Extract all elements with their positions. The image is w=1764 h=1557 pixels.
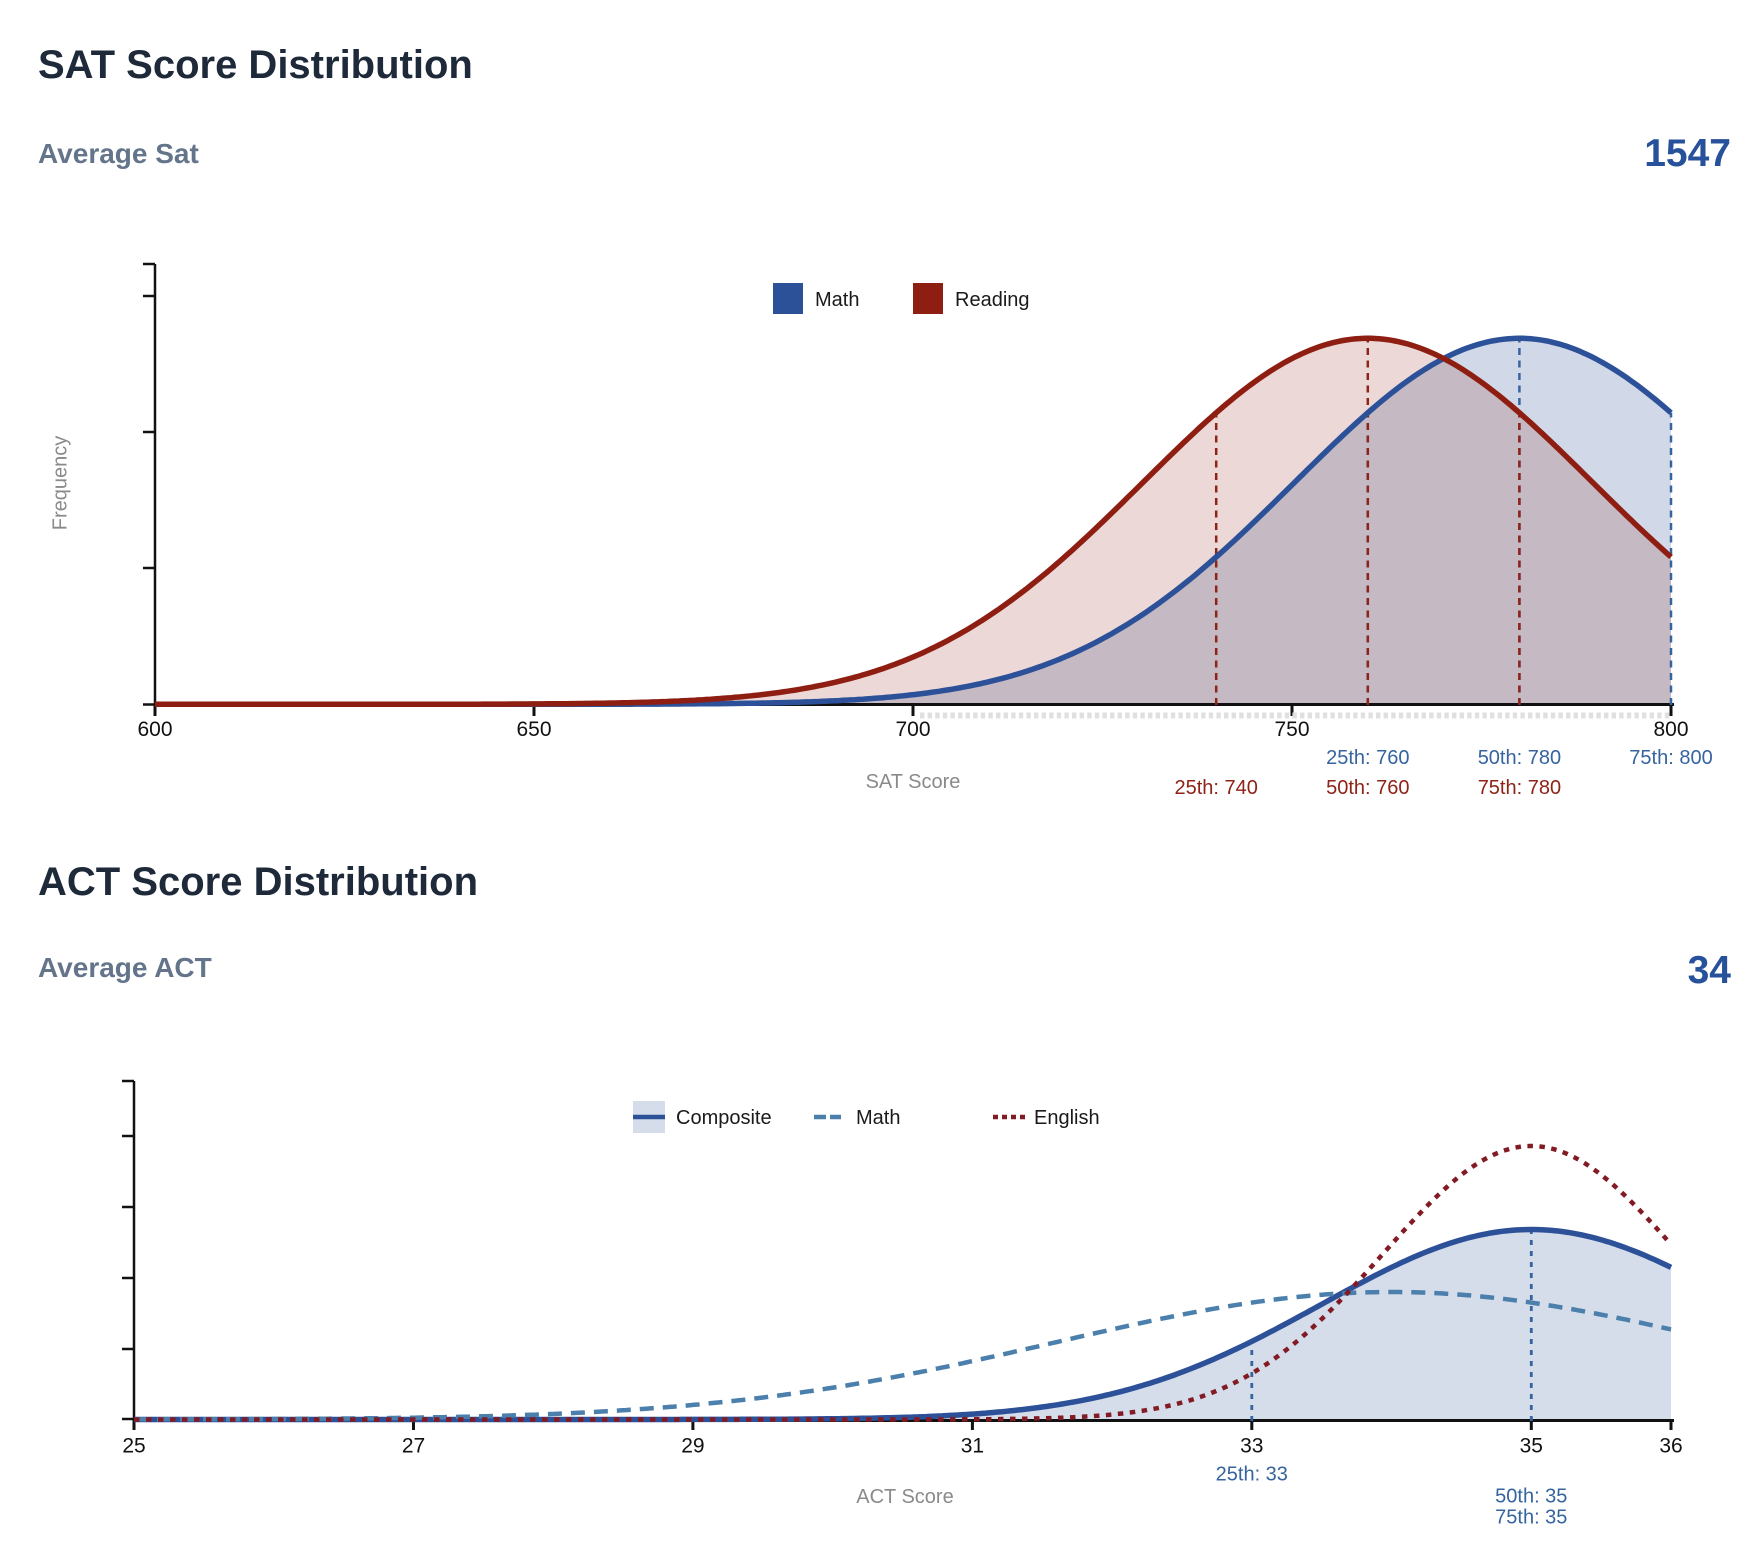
svg-text:Composite: Composite — [676, 1107, 772, 1129]
svg-text:650: 650 — [516, 718, 551, 741]
svg-text:50th: 35: 50th: 35 — [1495, 1486, 1567, 1508]
svg-text:Math: Math — [815, 289, 859, 311]
svg-text:36: 36 — [1659, 1435, 1682, 1458]
svg-text:25: 25 — [122, 1435, 145, 1458]
svg-text:75th: 35: 75th: 35 — [1495, 1507, 1567, 1529]
svg-text:25th: 740: 25th: 740 — [1174, 777, 1257, 799]
svg-text:Average ACT: Average ACT — [38, 952, 212, 983]
svg-text:750: 750 — [1274, 718, 1309, 741]
svg-text:75th: 800: 75th: 800 — [1629, 747, 1712, 769]
svg-text:700: 700 — [895, 718, 930, 741]
svg-text:31: 31 — [961, 1435, 984, 1458]
svg-text:Average Sat: Average Sat — [38, 138, 199, 169]
svg-text:27: 27 — [402, 1435, 425, 1458]
svg-text:34: 34 — [1688, 949, 1732, 992]
svg-text:ACT Score Distribution: ACT Score Distribution — [38, 860, 478, 904]
svg-text:600: 600 — [137, 718, 172, 741]
svg-text:800: 800 — [1653, 718, 1688, 741]
svg-text:Math: Math — [856, 1107, 900, 1129]
svg-text:35: 35 — [1520, 1435, 1543, 1458]
svg-text:1547: 1547 — [1644, 132, 1731, 175]
svg-text:33: 33 — [1240, 1435, 1263, 1458]
svg-text:25th: 33: 25th: 33 — [1216, 1464, 1288, 1486]
svg-text:Frequency: Frequency — [50, 436, 72, 531]
svg-text:50th: 760: 50th: 760 — [1326, 777, 1409, 799]
svg-text:25th: 760: 25th: 760 — [1326, 747, 1409, 769]
svg-text:Reading: Reading — [955, 289, 1030, 311]
svg-text:SAT Score Distribution: SAT Score Distribution — [38, 43, 473, 87]
svg-text:29: 29 — [681, 1435, 704, 1458]
svg-text:50th: 780: 50th: 780 — [1478, 747, 1561, 769]
svg-text:SAT Score: SAT Score — [866, 771, 961, 793]
svg-text:75th: 780: 75th: 780 — [1478, 777, 1561, 799]
svg-text:English: English — [1034, 1107, 1100, 1129]
svg-text:ACT Score: ACT Score — [856, 1486, 953, 1508]
